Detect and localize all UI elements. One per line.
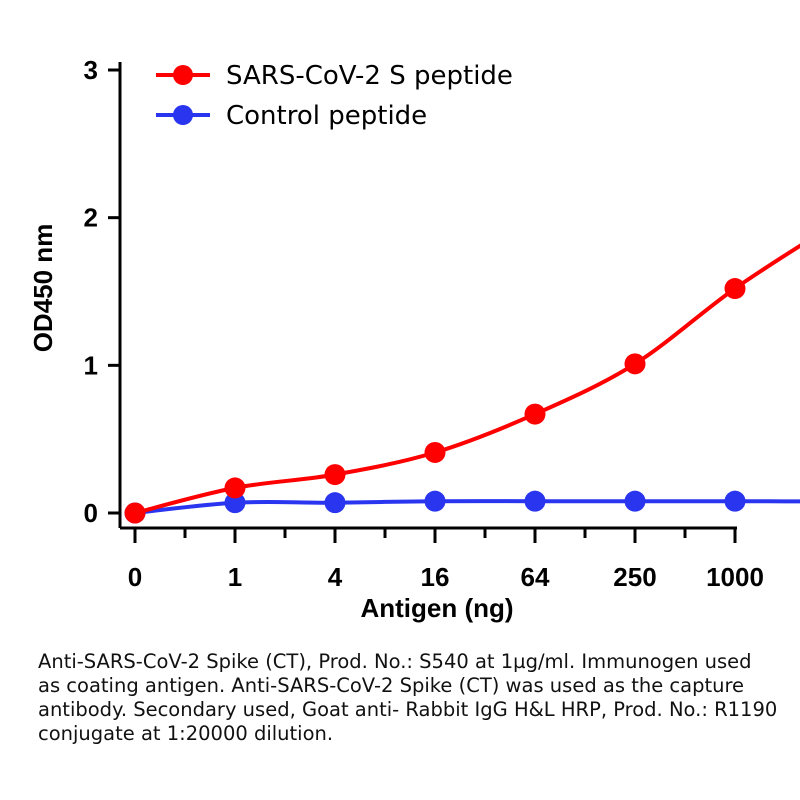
point-s-peptide-3 bbox=[424, 441, 446, 463]
y-tick-label-2: 2 bbox=[84, 203, 98, 233]
y-ticks: 0 1 2 3 bbox=[84, 55, 120, 528]
y-tick-label-0: 0 bbox=[84, 498, 98, 528]
point-control-1 bbox=[224, 492, 246, 514]
y-tick-label-1: 1 bbox=[84, 350, 98, 380]
point-control-6 bbox=[724, 490, 746, 512]
point-s-peptide-1 bbox=[224, 477, 246, 499]
x-tick-label-3: 16 bbox=[421, 562, 450, 592]
y-tick-label-3: 3 bbox=[84, 55, 98, 85]
x-ticks: 0 1 4 16 64 250 1000 bbox=[128, 528, 764, 592]
point-control-5 bbox=[624, 490, 646, 512]
y-axis-title: OD450 nm bbox=[28, 224, 58, 353]
x-tick-label-0: 0 bbox=[128, 562, 142, 592]
legend-swatch-marker-s-peptide bbox=[173, 65, 193, 85]
point-s-peptide-6 bbox=[724, 278, 746, 300]
x-tick-label-2: 4 bbox=[328, 562, 343, 592]
x-tick-label-1: 1 bbox=[228, 562, 242, 592]
legend-label-control: Control peptide bbox=[226, 101, 427, 131]
legend-label-s-peptide: SARS-CoV-2 S peptide bbox=[226, 61, 513, 91]
figure-caption: Anti-SARS-CoV-2 Spike (CT), Prod. No.: S… bbox=[38, 650, 778, 745]
point-control-4 bbox=[524, 490, 546, 512]
elisa-chart: 0 1 2 3 0 1 4 16 64 250 1000 OD450 nm Antigen (ng… bbox=[28, 55, 800, 623]
x-tick-label-4: 64 bbox=[521, 562, 550, 592]
legend-swatch-marker-control bbox=[173, 105, 193, 125]
point-control-2 bbox=[324, 492, 346, 514]
legend: SARS-CoV-2 S peptide Control peptide bbox=[156, 61, 513, 131]
x-axis-title: Antigen (ng) bbox=[360, 593, 513, 623]
x-tick-label-5: 250 bbox=[613, 562, 656, 592]
point-s-peptide-2 bbox=[324, 464, 346, 486]
point-s-peptide-4 bbox=[524, 403, 546, 425]
series-layer bbox=[124, 243, 800, 524]
x-tick-label-6: 1000 bbox=[706, 562, 764, 592]
point-s-peptide-5 bbox=[624, 353, 646, 375]
point-s-peptide-0 bbox=[124, 502, 146, 524]
point-control-3 bbox=[424, 490, 446, 512]
